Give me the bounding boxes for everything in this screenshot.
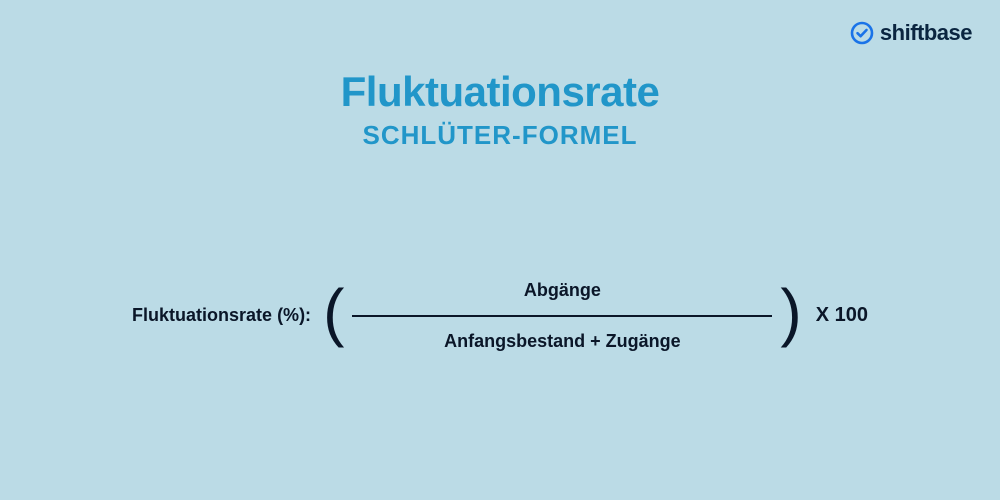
page-title: Fluktuationsrate [0, 68, 1000, 116]
formula-multiplier: X 100 [816, 304, 868, 327]
fraction: Abgänge Anfangsbestand + Zugänge [352, 280, 772, 352]
check-circle-icon [850, 21, 874, 45]
formula-row: Fluktuationsrate (%): ( Abgänge Anfangsb… [0, 280, 1000, 352]
heading-block: Fluktuationsrate SCHLÜTER-FORMEL [0, 68, 1000, 151]
page-subtitle: SCHLÜTER-FORMEL [0, 120, 1000, 151]
brand-logo: shiftbase [850, 20, 972, 46]
fraction-numerator: Abgänge [524, 280, 601, 315]
fraction-denominator: Anfangsbestand + Zugänge [444, 317, 681, 352]
formula-label: Fluktuationsrate (%): [132, 305, 311, 326]
brand-logo-text: shiftbase [880, 20, 972, 46]
close-paren: ) [780, 280, 801, 344]
open-paren: ( [323, 280, 344, 344]
infographic-canvas: shiftbase Fluktuationsrate SCHLÜTER-FORM… [0, 0, 1000, 500]
